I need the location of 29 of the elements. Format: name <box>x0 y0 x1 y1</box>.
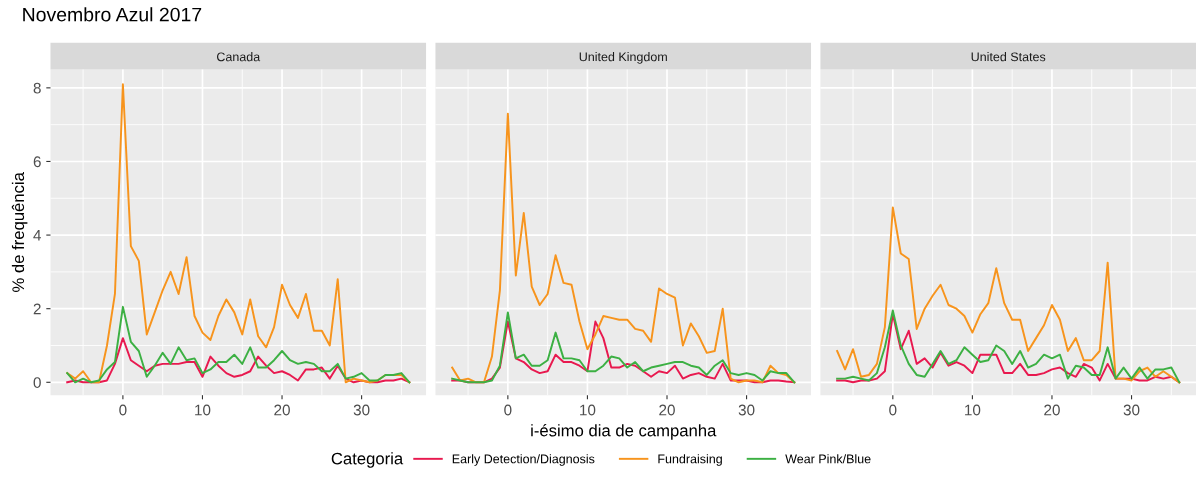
y-tick-label: 2 <box>33 303 41 315</box>
x-tick-label: 20 <box>1044 404 1060 416</box>
y-tick-label: 0 <box>33 377 41 388</box>
legend-title: Categoria <box>331 452 404 468</box>
x-tick-label: 0 <box>889 404 897 416</box>
x-tick-label: 20 <box>274 404 290 416</box>
x-tick-label: 30 <box>1123 404 1140 416</box>
line-series <box>66 305 411 384</box>
x-tick-label: 0 <box>119 404 127 416</box>
x-tick-label: 30 <box>353 404 370 416</box>
y-tick-label: 8 <box>33 82 41 94</box>
chart-subtitle: United States <box>971 52 1046 62</box>
legend-label: Wear Pink/Blue <box>785 454 871 464</box>
legend-label: Early Detection/Diagnosis <box>452 454 595 466</box>
line-series <box>66 337 411 384</box>
x-tick-label: 10 <box>195 404 211 416</box>
chart-subtitle: United Kingdom <box>579 52 667 64</box>
x-tick-label: 10 <box>580 404 596 416</box>
y-tick-label: 6 <box>33 156 41 168</box>
x-tick-label: 20 <box>659 404 675 416</box>
y-tick-label: 4 <box>33 230 42 241</box>
x-axis-title: i-ésimo dia de campanha <box>531 424 717 440</box>
legend-label: Fundraising <box>658 454 722 466</box>
x-tick-label: 0 <box>504 404 512 416</box>
x-tick-label: 30 <box>738 404 755 416</box>
chart-title: Novembro Azul 2017 <box>23 7 202 22</box>
y-axis-title: % de frequência <box>11 172 28 292</box>
x-tick-label: 10 <box>965 404 981 416</box>
chart-subtitle: Canada <box>217 52 261 62</box>
